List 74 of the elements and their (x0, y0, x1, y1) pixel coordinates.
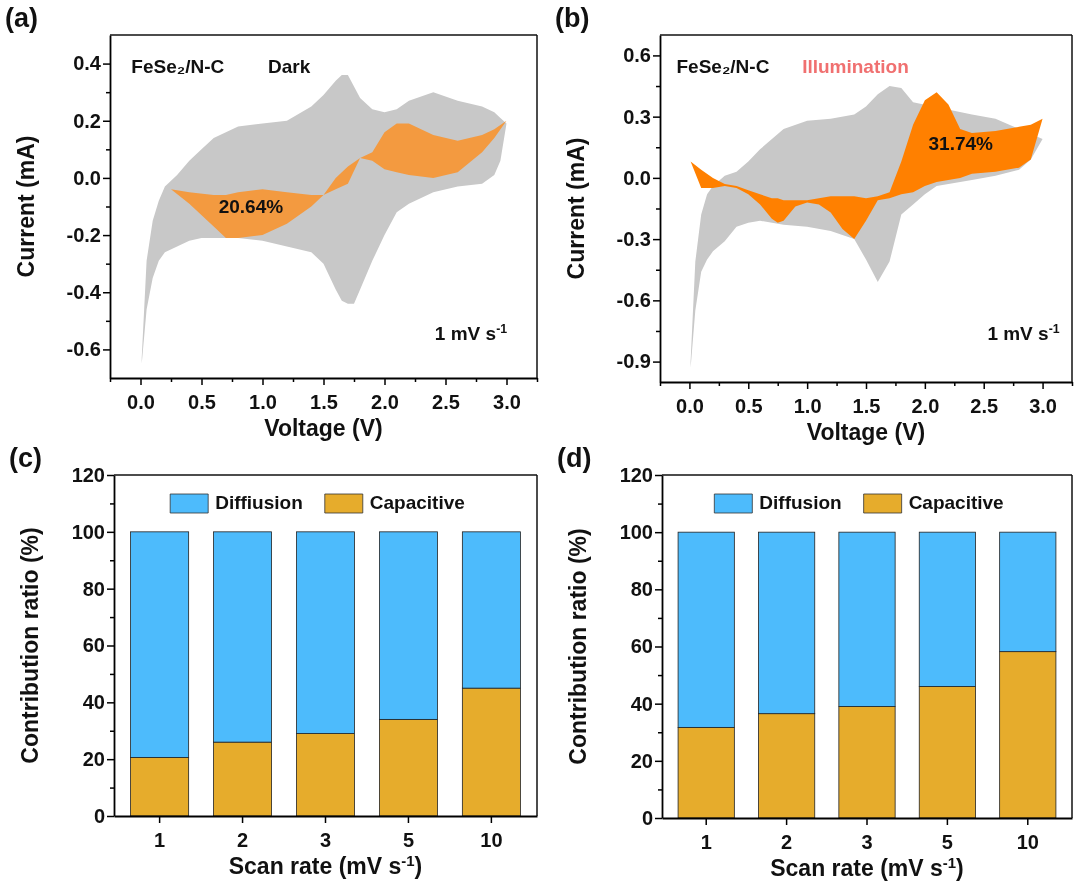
y-axis-title: Contribution ratio (%) (565, 528, 591, 765)
y-tick-label: 20 (82, 748, 105, 771)
y-tick-label: 0 (641, 806, 653, 829)
x-tick-label: 1 (154, 829, 166, 851)
x-tick-label: 0.0 (676, 395, 704, 417)
x-tick-label: 2.0 (371, 391, 399, 413)
y-tick-label: 100 (71, 520, 105, 543)
y-tick-label: 100 (619, 521, 653, 544)
chart-title: (c) (9, 443, 42, 473)
y-axis-title: Contribution ratio (%) (17, 527, 43, 764)
x-tick-label: 0.0 (127, 391, 155, 413)
y-tick-label: -0.2 (66, 223, 101, 246)
y-tick-label: 60 (630, 635, 653, 658)
x-tick-label: 0.5 (734, 395, 763, 417)
x-tick-label: 10 (480, 829, 503, 851)
y-tick-label: 0.4 (73, 52, 102, 75)
chart-title: (d) (557, 443, 592, 473)
y-tick-label: 120 (619, 463, 653, 486)
x-tick-label: 2.5 (970, 395, 999, 417)
legend-label: Diffusion (759, 492, 842, 513)
annotation: Illumination (802, 56, 909, 78)
x-tick-label: 1 (700, 831, 712, 853)
y-tick-label: 0.0 (73, 166, 101, 189)
y-tick-label: -0.9 (616, 350, 651, 373)
legend-label: Capacitive (369, 492, 465, 513)
x-axis-title: Voltage (V) (264, 415, 383, 441)
chart-title: (a) (5, 3, 38, 33)
x-tick-label: 1.0 (249, 391, 277, 413)
x-tick-label: 10 (1016, 831, 1039, 853)
annotation: FeSe₂/N-C (676, 56, 770, 78)
y-tick-label: 40 (630, 692, 653, 715)
x-tick-label: 3.0 (1029, 395, 1057, 417)
annotation: 1 mV s$^{-1}$ (987, 322, 1060, 345)
y-axis-title: Current (mA) (13, 135, 39, 278)
y-tick-label: -0.6 (616, 289, 651, 312)
annotation: 1 mV s$^{-1}$ (434, 322, 508, 345)
x-axis-title: Scan rate (mV s$^{-1}$) (228, 851, 423, 879)
x-tick-label: 1.5 (310, 391, 338, 413)
annotation: Dark (267, 55, 311, 77)
y-tick-label: 0 (93, 804, 105, 827)
y-tick-label: -0.3 (616, 228, 651, 251)
x-tick-label: 1.5 (852, 395, 881, 417)
x-tick-label: 5 (941, 831, 953, 853)
x-tick-label: 2 (237, 829, 249, 851)
x-tick-label: 3 (319, 829, 332, 851)
y-tick-label: 40 (82, 691, 105, 714)
y-tick-label: 0.0 (623, 166, 651, 189)
annotation: FeSe₂/N-C (131, 55, 225, 77)
annotation: 20.64% (218, 196, 284, 218)
chart-title: (b) (555, 3, 590, 33)
x-tick-label: 0.5 (188, 391, 216, 413)
y-tick-label: 0.3 (623, 105, 651, 128)
x-axis-title: Scan rate (mV s$^{-1}$) (770, 853, 964, 881)
x-tick-label: 2.5 (432, 391, 460, 413)
x-tick-label: 3.0 (493, 391, 521, 413)
y-tick-label: 120 (71, 463, 105, 486)
x-tick-label: 3 (861, 831, 873, 853)
y-tick-label: 80 (630, 578, 653, 601)
y-axis-title: Current (mA) (563, 137, 589, 280)
x-axis-title: Voltage (V) (806, 419, 926, 445)
y-tick-label: 60 (82, 634, 105, 657)
y-tick-label: 0.6 (623, 44, 651, 67)
series-label: Diffiusion (215, 492, 303, 513)
x-tick-label: 5 (402, 829, 414, 851)
legend-label: Capacitive (908, 492, 1004, 513)
y-tick-label: -0.4 (66, 281, 102, 304)
x-tick-label: 2 (781, 831, 793, 853)
annotation: 31.74% (928, 132, 994, 154)
y-tick-label: 20 (630, 749, 653, 772)
y-tick-label: 80 (82, 577, 105, 600)
x-tick-label: 2.0 (911, 395, 940, 417)
y-tick-label: -0.6 (66, 338, 101, 361)
x-tick-label: 1.0 (793, 395, 822, 417)
y-tick-label: 0.2 (73, 109, 101, 132)
